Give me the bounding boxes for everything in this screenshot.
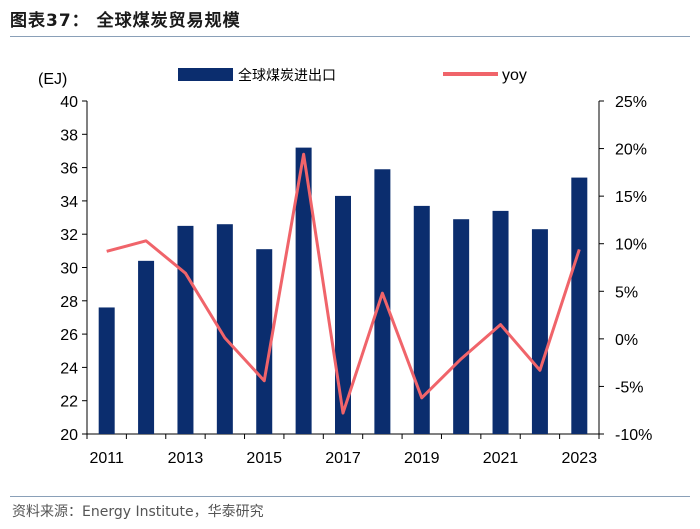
source-note: 资料来源：Energy Institute，华泰研究 (12, 504, 264, 520)
right-tick-label: 20% (615, 142, 647, 159)
bar (216, 224, 233, 434)
bar (492, 210, 509, 434)
bar (138, 260, 155, 434)
x-tick-label: 2021 (483, 450, 519, 467)
figure-title: 图表37： 全球煤炭贸易规模 (10, 11, 241, 31)
left-tick-label: 34 (60, 194, 78, 211)
line-series (106, 152, 581, 415)
left-tick-label: 20 (60, 427, 78, 444)
bar (177, 225, 194, 434)
left-tick-label: 24 (60, 360, 78, 377)
chart-legend: 全球煤炭进出口 yoy (178, 67, 527, 84)
left-tick-label: 32 (60, 227, 78, 244)
right-tick-label: 0% (615, 332, 638, 349)
bar (374, 169, 391, 434)
right-tick-label: 25% (615, 94, 647, 111)
footer-divider (10, 496, 690, 497)
right-tick-label: 15% (615, 189, 647, 206)
left-tick-label: 22 (60, 394, 78, 411)
left-tick-label: 26 (60, 327, 78, 344)
left-axis-unit: (EJ) (38, 71, 67, 88)
title-divider (10, 36, 690, 37)
bar (98, 307, 115, 434)
bar-series (98, 147, 588, 434)
x-tick-label: 2017 (325, 450, 361, 467)
right-tick-label: 5% (615, 284, 638, 301)
bar (335, 195, 351, 434)
chart-axes: 20 22 24 26 28 30 32 34 36 38 40 (EJ) -10% -5% 0% 5% 10%… (38, 71, 652, 467)
x-tick-label: 2011 (89, 450, 124, 467)
bar (413, 205, 430, 434)
legend-bar-swatch (178, 68, 233, 81)
x-tick-label: 2023 (562, 450, 598, 467)
bar (256, 249, 273, 434)
legend-bar-label: 全球煤炭进出口 (238, 67, 336, 84)
bar (531, 229, 548, 434)
x-tick-label: 2015 (246, 450, 282, 467)
right-tick-label: -5% (615, 379, 643, 396)
left-tick-label: 38 (60, 127, 78, 144)
left-tick-label: 36 (60, 161, 78, 178)
x-tick-label: 2013 (168, 450, 204, 467)
bar (571, 177, 588, 434)
bar (295, 147, 312, 434)
bar (453, 219, 470, 434)
left-tick-label: 40 (60, 94, 78, 111)
left-tick-label: 30 (60, 261, 78, 278)
right-tick-label: -10% (615, 427, 652, 444)
right-tick-label: 10% (615, 237, 647, 254)
left-tick-label: 28 (60, 294, 78, 311)
x-tick-label: 2019 (404, 450, 440, 467)
chart: 20 22 24 26 28 30 32 34 36 38 40 (EJ) -10% -5% 0% 5% 10%… (38, 67, 652, 467)
legend-line-label: yoy (502, 67, 527, 84)
